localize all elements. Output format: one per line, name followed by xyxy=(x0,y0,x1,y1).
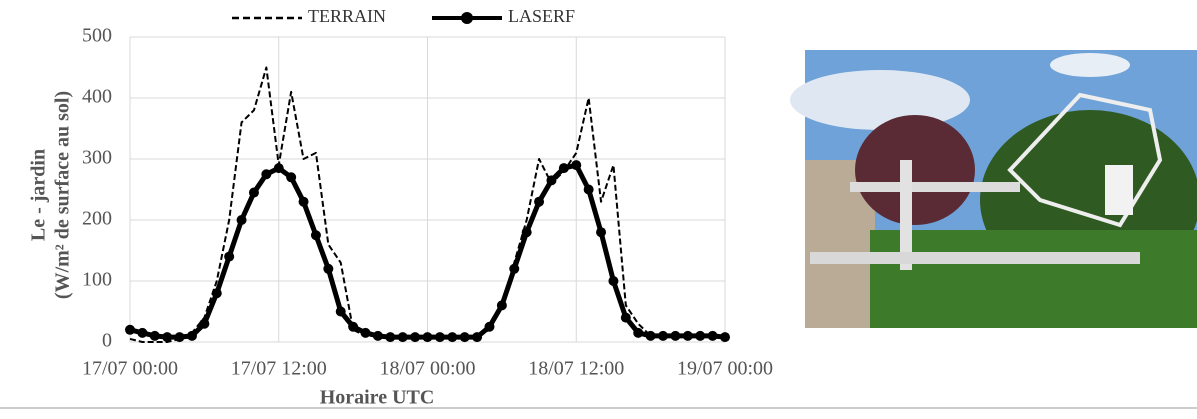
point xyxy=(310,230,321,241)
point xyxy=(410,332,421,343)
point xyxy=(558,163,569,174)
point xyxy=(695,330,706,341)
point xyxy=(186,330,197,341)
point xyxy=(682,330,693,341)
point xyxy=(149,330,160,341)
point xyxy=(509,263,520,274)
point xyxy=(224,251,235,262)
cloud xyxy=(1050,53,1130,77)
point xyxy=(360,327,371,338)
point xyxy=(348,321,359,332)
point xyxy=(447,332,458,343)
y-axis-title: Le - jardin xyxy=(28,149,50,241)
point xyxy=(658,330,669,341)
point xyxy=(199,318,210,329)
point xyxy=(484,321,495,332)
mast xyxy=(810,252,1140,264)
point xyxy=(422,332,433,343)
point xyxy=(174,332,185,343)
cloud xyxy=(790,70,970,130)
y-tick-label: 400 xyxy=(82,86,112,108)
point xyxy=(633,327,644,338)
y-tick-label: 200 xyxy=(82,208,112,230)
point xyxy=(546,175,557,186)
x-tick-label: 17/07 12:00 xyxy=(231,358,327,380)
legend-label: LASERF xyxy=(508,6,575,26)
point xyxy=(472,332,483,343)
x-tick-label: 17/07 00:00 xyxy=(82,358,178,380)
point xyxy=(372,330,383,341)
point xyxy=(496,300,507,311)
point xyxy=(434,332,445,343)
point xyxy=(707,330,718,341)
point xyxy=(323,263,334,274)
y-tick-label: 500 xyxy=(82,25,112,47)
point xyxy=(137,327,148,338)
tree xyxy=(855,115,975,225)
anemometer xyxy=(1007,92,1163,228)
point xyxy=(571,160,582,171)
point xyxy=(335,306,346,317)
point xyxy=(521,227,532,238)
point xyxy=(720,332,730,343)
point xyxy=(645,330,656,341)
point xyxy=(583,184,594,195)
point xyxy=(385,332,396,343)
point xyxy=(397,332,408,343)
sensor xyxy=(1105,165,1133,215)
point xyxy=(608,276,619,286)
y-tick-label: 100 xyxy=(82,269,112,291)
point xyxy=(596,227,607,238)
point xyxy=(261,169,272,180)
mast xyxy=(850,182,1020,192)
point xyxy=(286,172,297,183)
y-tick-label: 0 xyxy=(102,330,112,352)
foliage xyxy=(870,230,1197,328)
point xyxy=(298,196,309,207)
point xyxy=(162,332,173,343)
point xyxy=(248,187,259,198)
x-axis-title: Horaire UTC xyxy=(320,387,435,409)
photo xyxy=(790,50,1197,328)
legend-label: TERRAIN xyxy=(308,6,386,26)
y-axis-title: (W/m² de surface au sol) xyxy=(52,91,74,299)
point xyxy=(211,288,222,299)
point xyxy=(459,332,470,343)
x-tick-label: 19/07 00:00 xyxy=(677,358,773,380)
point xyxy=(125,324,135,335)
legend-marker xyxy=(461,12,473,24)
point xyxy=(670,330,681,341)
x-tick-label: 18/07 12:00 xyxy=(528,358,624,380)
mast xyxy=(900,160,912,270)
point xyxy=(620,312,631,323)
y-tick-label: 300 xyxy=(82,147,112,169)
point xyxy=(236,215,247,225)
point xyxy=(534,196,545,207)
point xyxy=(273,163,284,174)
x-tick-label: 18/07 00:00 xyxy=(379,358,475,380)
